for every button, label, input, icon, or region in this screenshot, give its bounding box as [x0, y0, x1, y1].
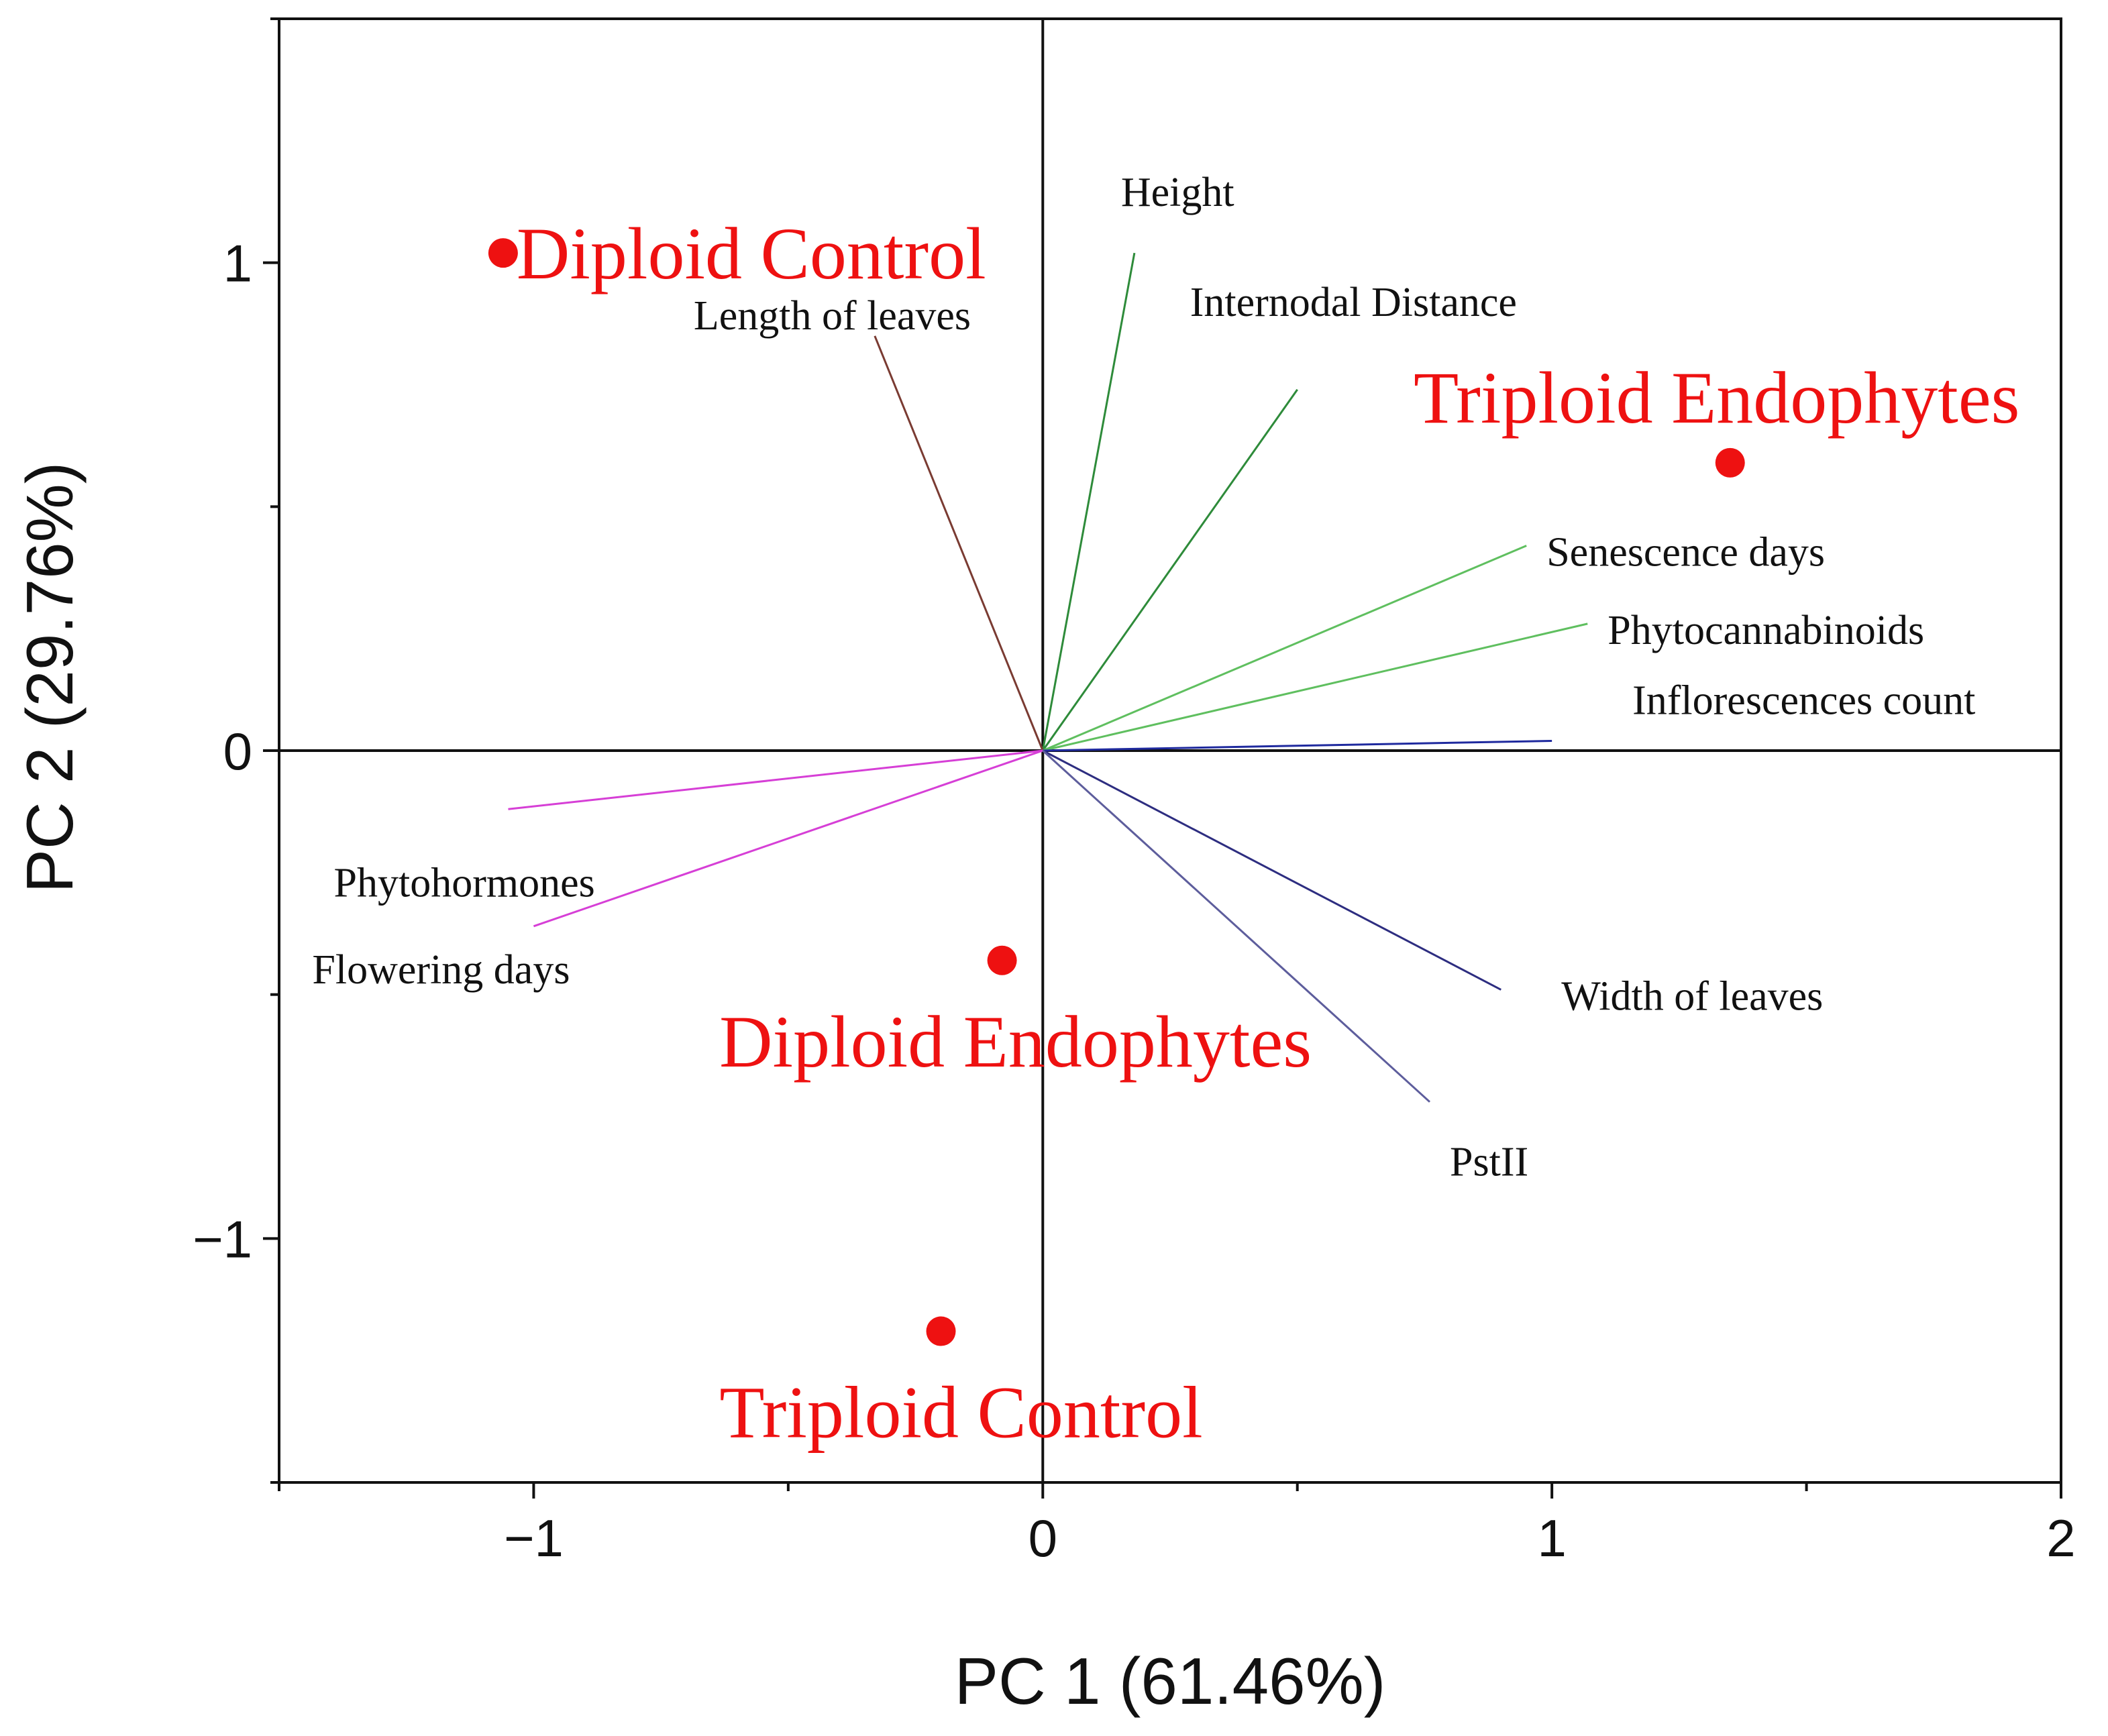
loading-label-phytohormones: Phytohormones: [333, 860, 594, 906]
point-diploid-endophytes: [987, 945, 1017, 975]
loading-vector-senescence-days: [1042, 545, 1527, 752]
point-label-triploid-endophytes: Triploid Endophytes: [1414, 357, 2020, 439]
loading-vector-length-of-leaves: [874, 335, 1044, 751]
x-tick-label: −1: [504, 1509, 564, 1568]
loading-vector-flowering-days: [533, 749, 1043, 928]
loading-label-internodal-distance: Internodal Distance: [1190, 280, 1517, 325]
loading-vector-phytohormones: [508, 749, 1043, 810]
loading-label-length-of-leaves: Length of leaves: [694, 293, 971, 339]
loading-vector-width-of-leaves: [1042, 749, 1501, 991]
loading-vector-height: [1041, 252, 1136, 751]
x-tick-label: 1: [1537, 1509, 1566, 1568]
loading-label-height: Height: [1121, 170, 1234, 215]
x-tick-label: 2: [2046, 1509, 2075, 1568]
loading-label-senescence-days: Senescence days: [1546, 530, 1825, 576]
loading-label-width-of-leaves: Width of leaves: [1561, 973, 1823, 1019]
loading-vector-pstii: [1042, 749, 1431, 1103]
loading-label-pstii: PstII: [1450, 1140, 1528, 1185]
loading-label-flowering-days: Flowering days: [312, 947, 570, 993]
loading-vector-phytocannabinoids: [1042, 622, 1588, 752]
x-tick-label: 0: [1029, 1509, 1057, 1568]
loading-label-phytocannabinoids: Phytocannabinoids: [1608, 608, 1924, 653]
point-label-triploid-control: Triploid Control: [719, 1372, 1202, 1454]
y-tick-label: 0: [223, 722, 252, 781]
point-label-diploid-control: Diploid Control: [517, 213, 986, 294]
loading-label-inflorescences-count: Inflorescences count: [1632, 677, 1975, 723]
y-axis-title: PC 2 (29.76%): [13, 462, 87, 893]
point-triploid-control: [926, 1316, 956, 1346]
loading-vector-inflorescences-count: [1043, 739, 1552, 752]
point-label-diploid-endophytes: Diploid Endophytes: [719, 1001, 1312, 1083]
loading-vector-internodal-distance: [1042, 388, 1298, 751]
point-triploid-endophytes: [1715, 447, 1745, 478]
x-axis-title: PC 1 (61.46%): [955, 1644, 1386, 1718]
y-tick-label: 1: [223, 234, 252, 293]
point-diploid-control: [488, 238, 518, 268]
y-tick-label: −1: [193, 1209, 252, 1268]
